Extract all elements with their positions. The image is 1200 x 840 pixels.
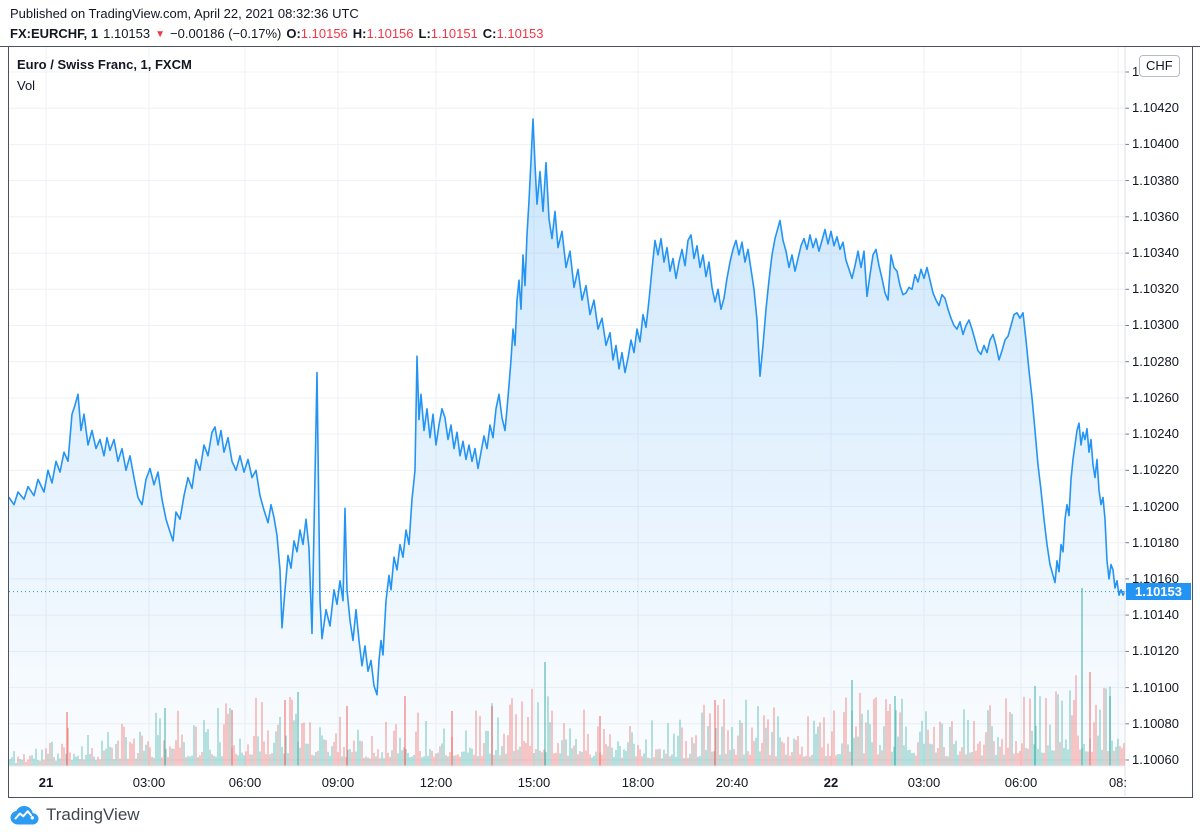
currency-button[interactable]: CHF [1139, 55, 1180, 77]
price-axis-label: 1.10360 [1132, 209, 1179, 224]
price-axis-label: 1.10180 [1132, 535, 1179, 550]
price-axis-label: 1.10160 [1132, 571, 1179, 586]
ohlc-open: O:1.10156 [286, 26, 347, 42]
time-axis-label: 09:00 [321, 775, 355, 790]
open-value: 1.10156 [300, 26, 348, 41]
volume-bars [9, 588, 1125, 766]
price-axis-label: 1.10340 [1132, 245, 1179, 260]
time-axis-label: 12:00 [419, 775, 453, 790]
price-axis-label: 1.10200 [1132, 499, 1179, 514]
price-axis-label: 1.10400 [1132, 136, 1179, 151]
price-axis-label: 1.10100 [1132, 680, 1179, 695]
chart-title: Euro / Swiss Franc, 1, FXCM [17, 57, 192, 72]
time-axis-label: 20:40 [715, 775, 749, 790]
current-price-badge: 1.10153 [1126, 583, 1191, 600]
close-value: 1.10153 [496, 26, 544, 41]
price-axis-label: 1.10140 [1132, 607, 1179, 622]
low-label: L: [418, 26, 431, 41]
price-change: −0.00186 (−0.17%) [170, 26, 282, 41]
open-label: O: [286, 26, 301, 41]
time-axis-label: 03:00 [907, 775, 941, 790]
ohlc-low: L:1.10151 [419, 26, 478, 42]
symbol-info-line: FX:EURCHF, 1 1.10153 ▼ −0.00186 (−0.17%)… [10, 26, 544, 44]
symbol-label: FX:EURCHF, 1 [10, 26, 99, 41]
high-label: H: [352, 26, 367, 41]
price-axis-label: 1.10120 [1132, 643, 1179, 658]
time-axis-label: 18:00 [621, 775, 655, 790]
tradingview-cloud-icon [10, 805, 39, 824]
time-axis-label: 21 [38, 775, 54, 790]
low-value: 1.10151 [430, 26, 478, 41]
high-value: 1.10156 [366, 26, 414, 41]
time-axis-label: 22 [823, 775, 839, 790]
price-axis-label: 1.10300 [1132, 317, 1179, 332]
tradingview-logo-text: TradingView [46, 805, 140, 824]
price-axis-label: 1.10220 [1132, 462, 1179, 477]
price-axis-label: 1.10320 [1132, 281, 1179, 296]
price-line-series [8, 118, 1126, 696]
area-fill [9, 119, 1125, 767]
price-axis-ticks [1125, 71, 1129, 761]
price-axis-label: 1.10240 [1132, 426, 1179, 441]
tradingview-logo[interactable]: TradingView [10, 805, 140, 825]
ohlc-high: H:1.10156 [353, 26, 414, 42]
time-axis-label: 06:00 [228, 775, 262, 790]
price-axis-label: 1.10280 [1132, 354, 1179, 369]
down-triangle-icon: ▼ [155, 29, 166, 40]
time-axis-label: 06:00 [1004, 775, 1038, 790]
published-line: Published on TradingView.com, April 22, … [10, 6, 359, 21]
price-axis-label: 1.10060 [1132, 752, 1179, 767]
price-axis-label: 1.10420 [1132, 100, 1179, 115]
time-axis-label: 08: [1108, 775, 1128, 790]
time-axis-label: 15:00 [517, 775, 551, 790]
close-label: C: [482, 26, 497, 41]
price-axis-label: 1.10260 [1132, 390, 1179, 405]
ohlc-close: C:1.10153 [483, 26, 544, 42]
last-price: 1.10153 [103, 26, 151, 41]
price-axis-label: 1.10080 [1132, 716, 1179, 731]
volume-pane-label: Vol [17, 78, 36, 93]
time-axis-label: 03:00 [132, 775, 166, 790]
price-axis-label: 1.10380 [1132, 173, 1179, 188]
